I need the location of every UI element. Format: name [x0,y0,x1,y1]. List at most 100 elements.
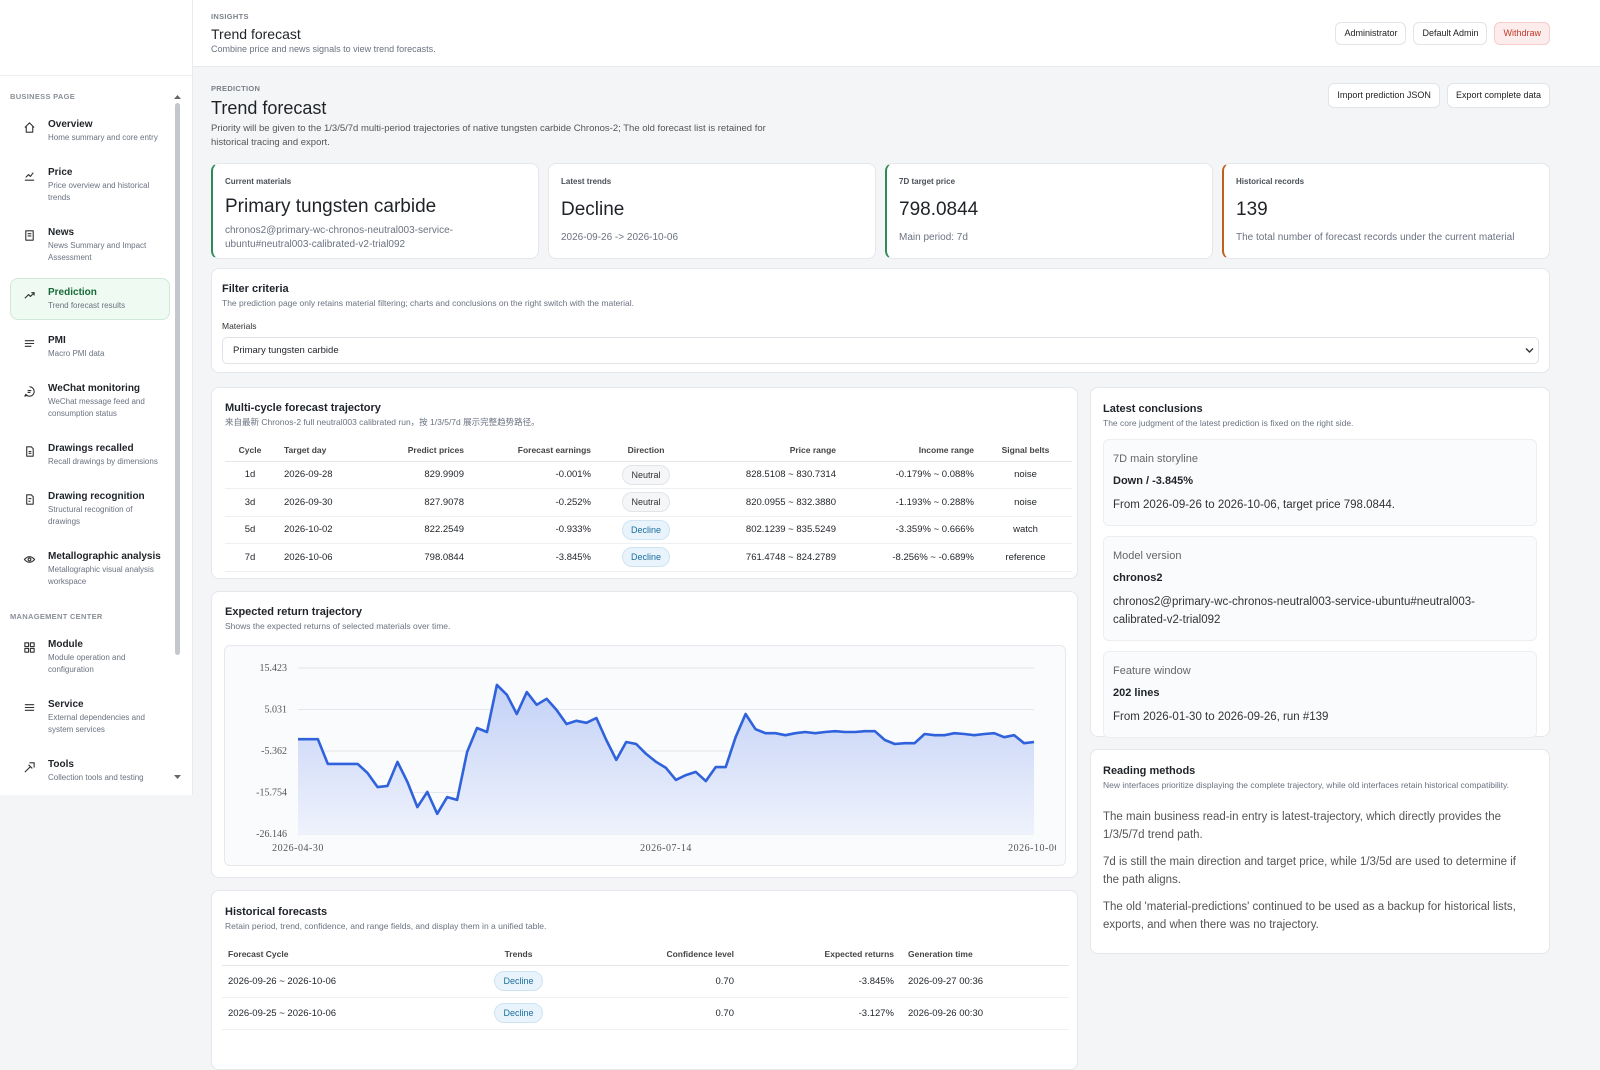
nav-title: Tools [48,759,74,770]
cell: 829.9909 [384,461,469,489]
nav-item[interactable]: Metallographic analysis Metallographic vi… [10,542,170,596]
cell: -1.193% ~ 0.288% [841,488,979,517]
nav-title: News [48,227,75,238]
column-header: Target day [275,439,384,462]
cell: Decline [596,516,696,544]
select-value: Primary tungsten carbide [233,345,339,356]
nav-item[interactable]: Module Module operation and configuration [10,630,170,684]
x-tick-label: 2026-10-06 [1008,843,1060,854]
nav-item[interactable]: Tools Collection tools and testing [10,750,170,792]
nav-icon [24,642,35,653]
nav-icon [24,704,35,711]
cell: 827.9078 [384,488,469,517]
thead: Forecast Cycle Trends Confidence level Expe… [222,943,1069,966]
row: 2026-09-25 ~ 2026-10-06 Decline 0.70 -3.127… [222,997,1069,1030]
stat-note: Main period: 7d [899,232,968,243]
nav-desc: News Summary and Impact Assessment [48,241,147,262]
action-button[interactable]: Export complete data [1446,83,1550,108]
eyebrow: INSIGHTS [211,12,249,21]
pill: Neutral [622,464,670,485]
block-value: chronos2 [1113,572,1163,584]
cell: 828.5108 ~ 830.7314 [696,461,841,489]
page-actions: Import prediction JSON Export complete da… [1321,83,1550,108]
header-button[interactable]: Withdraw [1494,22,1550,45]
nav-title: Drawings recalled [48,443,134,454]
filter-card: Filter criteria The prediction page only… [211,268,1550,373]
conclusion-block: Model version chronos2 chronos2@primary-wc… [1103,536,1537,641]
cell: noise [979,461,1072,489]
cell: Decline [421,965,616,998]
action-button[interactable]: Import prediction JSON [1328,83,1440,108]
column-header: Price range [696,439,841,462]
nav-item[interactable]: Price Price overview and historical trend… [10,158,170,212]
chart-title: Expected return trajectory [225,606,362,618]
stat-note: chronos2@primary-wc-chronos-neutral003-s… [225,225,454,250]
field-label: Materials [222,321,257,331]
column-header: Direction [596,439,696,462]
cell: -0.252% [469,488,596,517]
nav-item[interactable]: Overview Home summary and core entry [10,110,170,152]
cell: reference [979,543,1072,572]
block-value: 202 lines [1113,687,1160,699]
nav-desc: Structural recognition of drawings [48,505,133,526]
nav-item[interactable]: News News Summary and Impact Assessment [10,218,170,272]
cell: Decline [596,543,696,572]
filter-description: The prediction page only retains materia… [222,298,634,308]
nav-item[interactable]: WeChat monitoring WeChat message feed and… [10,374,170,428]
cell: -3.845% [739,965,899,998]
conclusions-title: Latest conclusions [1103,403,1203,415]
nav-icon [24,292,35,299]
column-header: Expected returns [739,943,899,966]
scroll-down[interactable] [173,773,182,781]
scroll-up[interactable] [173,93,182,101]
pill: Decline [494,971,543,991]
stat-card: Current materials Primary tungsten carbid… [211,163,539,259]
nav-item[interactable]: Drawings recalled Recall drawings by dime… [10,434,170,476]
column-header: Cycle [225,439,275,462]
cell: 0.70 [616,965,739,998]
reading-card: Reading methods New interfaces prioritiz… [1090,749,1550,954]
cell: 2026-09-26 ~ 2026-10-06 [222,965,421,998]
stat-label: Historical records [1236,177,1305,186]
material-select[interactable]: Primary tungsten carbide [222,337,1539,364]
nav-desc: WeChat message feed and consumption stat… [48,397,145,418]
nav-icon [23,556,36,563]
scrollbar[interactable] [175,103,180,655]
conclusions-subtitle: The core judgment of the latest predicti… [1103,418,1354,428]
page-eyebrow: PREDICTION [211,84,261,93]
filter-title: Filter criteria [222,283,289,295]
nav-desc: Trend forecast results [48,301,126,310]
table: Forecast Cycle Trends Confidence level Expe… [222,943,1069,1030]
nav-item[interactable]: Drawing recognition Structural recognitio… [10,482,170,536]
block-label: Feature window [1113,665,1191,677]
history-subtitle: Retain period, trend, confidence, and ra… [225,921,547,931]
nav-title: Drawing recognition [48,491,145,502]
nav-item[interactable]: Prediction Trend forecast results [10,278,170,320]
y-tick-label: 5.031 [265,704,288,715]
cell: 2026-09-30 [275,488,384,517]
header-row: Cycle Target day Predict prices Forecast ea… [225,439,1072,462]
nav-icon [24,340,35,347]
nav-item[interactable]: PMI Macro PMI data [10,326,170,368]
header-button[interactable]: Default Admin [1413,22,1488,45]
header-button[interactable]: Administrator [1335,22,1407,45]
stat-value: 798.0844 [899,199,979,220]
cell: -0.001% [469,461,596,489]
tbody: 2026-09-26 ~ 2026-10-06 Decline 0.70 -3.845… [222,965,1069,1030]
nav-icon [25,230,34,241]
x-tick-label: 2026-07-14 [640,843,692,854]
y-tick-label: -5.362 [261,746,287,757]
header-buttons: Administrator Default Admin Withdraw [1328,22,1550,45]
nav-desc: Collection tools and testing [48,773,144,782]
block-label: Model version [1113,550,1182,562]
reading-paragraph: The old 'material-predictions' continued… [1103,901,1516,931]
pill: Decline [494,1003,543,1023]
nav-desc: Macro PMI data [48,349,105,358]
stat-label: Current materials [225,177,292,186]
cell: -3.359% ~ 0.666% [841,516,979,544]
nav-item[interactable]: Service External dependencies and system … [10,690,170,744]
stat-label: Latest trends [561,177,612,186]
x-tick-label: 2026-04-30 [272,843,324,854]
column-header: Generation time [899,943,1069,966]
